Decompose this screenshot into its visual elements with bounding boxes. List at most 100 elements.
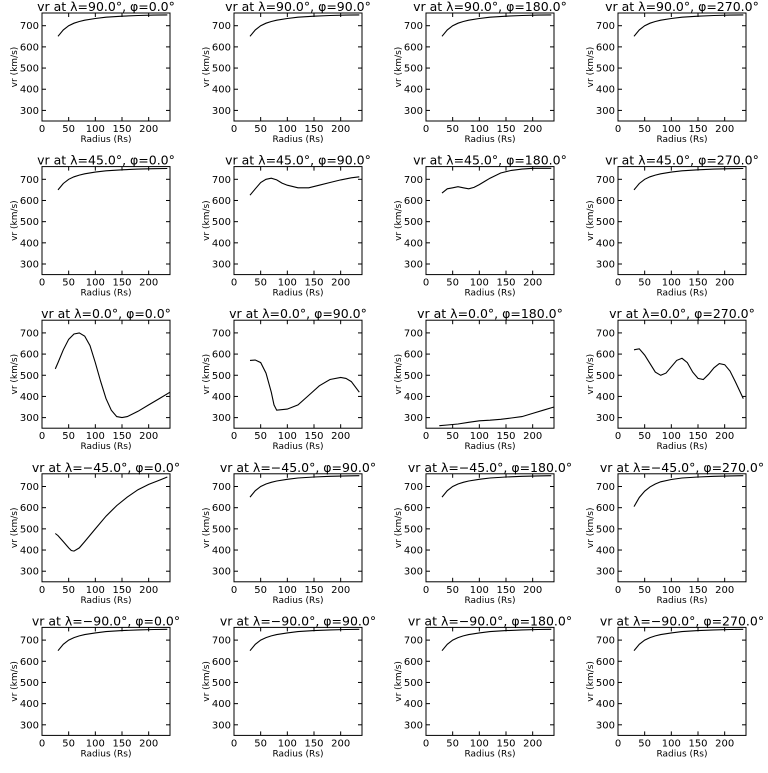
x-tick-label: 100 [278,585,297,596]
velocity-curve [249,628,360,652]
x-tick-label: 150 [112,431,131,442]
x-tick-label: 200 [715,431,734,442]
subplot-title: vr at λ=−90.0°, φ=270.0° [600,613,764,628]
x-tick-label: 100 [86,738,105,749]
x-tick-label: 150 [112,278,131,289]
y-tick-label: 700 [20,21,39,32]
x-tick-label: 150 [688,124,707,135]
y-tick-label: 300 [212,720,231,731]
velocity-curve [441,14,552,37]
y-axis-label: vr (km/s) [202,200,212,241]
y-tick-label: 700 [596,482,615,493]
y-tick-label: 700 [20,636,39,647]
plot-frame [425,473,555,583]
velocity-curve [249,359,360,411]
plot-frame [233,166,363,276]
x-tick-label: 50 [254,431,267,442]
y-tick-label: 600 [596,350,615,361]
y-tick-label: 600 [404,42,423,53]
y-tick-label: 500 [596,64,615,75]
subplot-title: vr at λ=−45.0°, φ=270.0° [600,460,764,475]
plot-frame [617,319,747,429]
y-tick-label: 600 [404,350,423,361]
y-tick-label: 500 [212,524,231,535]
x-tick-label: 50 [638,124,651,135]
subplot-20: vr at λ=−90.0°, φ=270.0° 0 50 100 150 200 300 4… [586,613,764,759]
x-axis-label: Radius (Rs) [272,289,323,299]
y-tick-label: 500 [212,371,231,382]
y-tick-label: 600 [212,42,231,53]
x-tick-label: 200 [715,124,734,135]
subplot-title: vr at λ=0.0°, φ=0.0° [41,306,171,321]
x-tick-label: 150 [688,585,707,596]
y-tick-label: 400 [404,546,423,557]
velocity-curve [441,167,552,194]
y-tick-label: 400 [404,238,423,249]
subplot-title: vr at λ=90.0°, φ=90.0° [225,0,371,14]
subplot-18: vr at λ=−90.0°, φ=90.0° 0 50 100 150 200 300 40… [202,613,376,759]
y-tick-label: 600 [20,657,39,668]
plot-frame [617,166,747,276]
x-tick-label: 0 [423,585,429,596]
y-tick-label: 400 [20,85,39,96]
y-tick-label: 300 [404,567,423,578]
x-tick-label: 50 [62,585,75,596]
y-tick-label: 300 [404,260,423,271]
y-tick-label: 300 [596,413,615,424]
x-tick-label: 200 [715,278,734,289]
y-tick-label: 500 [20,64,39,75]
y-tick-label: 300 [596,720,615,731]
y-tick-label: 600 [596,196,615,207]
x-tick-label: 100 [470,585,489,596]
plot-frame [425,166,555,276]
y-tick-label: 600 [404,503,423,514]
y-axis-label: vr (km/s) [586,507,596,548]
y-tick-label: 700 [212,175,231,186]
plot-frame [41,12,171,122]
velocity-curve [441,628,552,652]
y-tick-label: 400 [20,392,39,403]
plot-frame [41,626,171,736]
subplot-16: vr at λ=−45.0°, φ=270.0° 0 50 100 150 200 300 4… [586,460,764,606]
y-tick-label: 700 [404,328,423,339]
y-axis-label: vr (km/s) [394,354,404,395]
x-tick-label: 100 [470,431,489,442]
x-tick-label: 100 [470,278,489,289]
y-tick-label: 400 [20,699,39,710]
y-tick-label: 500 [20,678,39,689]
x-tick-label: 150 [496,585,515,596]
y-axis-label: vr (km/s) [586,200,596,241]
y-tick-label: 700 [212,636,231,647]
x-tick-label: 50 [254,738,267,749]
subplot-2: vr at λ=90.0°, φ=90.0° 0 50 100 150 200 300 400… [202,0,371,145]
y-axis-label: vr (km/s) [394,47,404,88]
x-tick-label: 100 [86,585,105,596]
y-axis-label: vr (km/s) [394,661,404,702]
subplot-13: vr at λ=−45.0°, φ=0.0° 0 50 100 150 200 300 400… [10,460,180,606]
x-tick-label: 100 [662,278,681,289]
velocity-curve [249,475,360,498]
y-tick-label: 700 [596,21,615,32]
x-tick-label: 150 [496,124,515,135]
y-tick-label: 500 [404,64,423,75]
subplot-title: vr at λ=90.0°, φ=180.0° [413,0,567,14]
x-tick-label: 200 [523,124,542,135]
y-tick-label: 500 [404,524,423,535]
x-tick-label: 150 [304,431,323,442]
velocity-curve [249,176,360,196]
y-tick-label: 400 [596,392,615,403]
subplot-7: vr at λ=45.0°, φ=180.0° 0 50 100 150 200 300 40… [394,153,567,299]
subplot-15: vr at λ=−45.0°, φ=180.0° 0 50 100 150 200 300 4… [394,460,572,606]
x-tick-label: 200 [715,585,734,596]
subplot-title: vr at λ=0.0°, φ=180.0° [417,306,563,321]
x-tick-label: 200 [139,738,158,749]
x-tick-label: 200 [139,431,158,442]
x-tick-label: 100 [470,124,489,135]
y-tick-label: 600 [212,503,231,514]
subplot-title: vr at λ=−90.0°, φ=0.0° [32,613,180,628]
y-tick-label: 500 [212,217,231,228]
x-tick-label: 150 [304,585,323,596]
x-axis-label: Radius (Rs) [656,289,707,299]
y-tick-label: 300 [212,567,231,578]
